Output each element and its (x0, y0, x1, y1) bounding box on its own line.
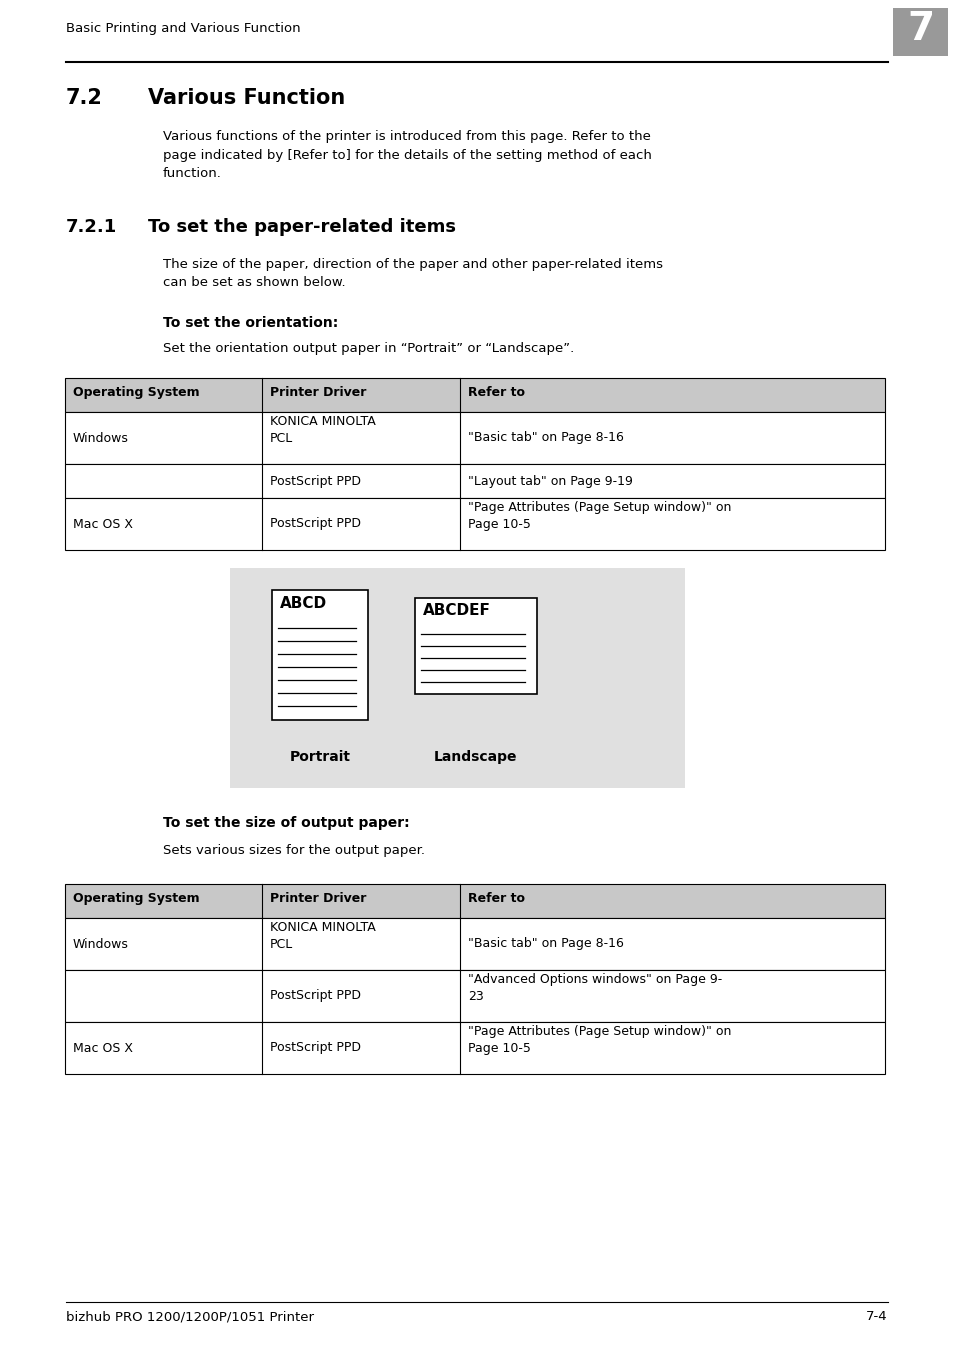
Text: To set the orientation:: To set the orientation: (163, 316, 338, 330)
Text: Windows: Windows (73, 431, 129, 445)
Text: PostScript PPD: PostScript PPD (270, 518, 360, 530)
Text: ABCDEF: ABCDEF (422, 603, 491, 618)
Text: "Layout tab" on Page 9-19: "Layout tab" on Page 9-19 (468, 475, 632, 488)
Text: KONICA MINOLTA
PCL: KONICA MINOLTA PCL (270, 415, 375, 445)
Text: To set the size of output paper:: To set the size of output paper: (163, 817, 409, 830)
Text: Mac OS X: Mac OS X (73, 1041, 132, 1055)
Bar (65, 1022, 884, 1073)
Text: PostScript PPD: PostScript PPD (270, 1041, 360, 1055)
Text: Basic Printing and Various Function: Basic Printing and Various Function (66, 22, 300, 35)
Text: ABCD: ABCD (280, 596, 327, 611)
Text: Operating System: Operating System (73, 892, 199, 904)
Text: 7.2: 7.2 (66, 88, 103, 108)
Bar (65, 884, 884, 918)
Text: Printer Driver: Printer Driver (270, 387, 366, 399)
Text: 7-4: 7-4 (865, 1310, 887, 1324)
Text: Set the orientation output paper in “Portrait” or “Landscape”.: Set the orientation output paper in “Por… (163, 342, 574, 356)
Text: "Advanced Options windows" on Page 9-
23: "Advanced Options windows" on Page 9- 23 (468, 972, 721, 1003)
Text: Printer Driver: Printer Driver (270, 892, 366, 904)
Bar (65, 464, 884, 498)
Bar (65, 969, 884, 1022)
Text: "Basic tab" on Page 8-16: "Basic tab" on Page 8-16 (468, 937, 623, 950)
Text: "Page Attributes (Page Setup window)" on
Page 10-5: "Page Attributes (Page Setup window)" on… (468, 500, 731, 531)
Text: Various functions of the printer is introduced from this page. Refer to the
page: Various functions of the printer is intr… (163, 130, 651, 180)
Text: Various Function: Various Function (148, 88, 345, 108)
Text: Mac OS X: Mac OS X (73, 518, 132, 530)
Bar (230, 568, 684, 788)
Text: bizhub PRO 1200/1200P/1051 Printer: bizhub PRO 1200/1200P/1051 Printer (66, 1310, 314, 1324)
Text: Windows: Windows (73, 937, 129, 950)
Text: Landscape: Landscape (434, 750, 517, 764)
Bar (65, 918, 884, 969)
Text: Portrait: Portrait (289, 750, 350, 764)
Text: "Basic tab" on Page 8-16: "Basic tab" on Page 8-16 (468, 431, 623, 445)
Text: KONICA MINOLTA
PCL: KONICA MINOLTA PCL (270, 921, 375, 952)
Text: PostScript PPD: PostScript PPD (270, 475, 360, 488)
Text: Sets various sizes for the output paper.: Sets various sizes for the output paper. (163, 844, 424, 857)
Text: Refer to: Refer to (468, 892, 524, 904)
Bar (65, 379, 884, 412)
Bar (65, 412, 884, 464)
Bar (892, 8, 947, 55)
Text: PostScript PPD: PostScript PPD (270, 990, 360, 1002)
Text: 7.2.1: 7.2.1 (66, 218, 117, 237)
Text: To set the paper-related items: To set the paper-related items (148, 218, 456, 237)
Bar (415, 598, 537, 694)
Text: The size of the paper, direction of the paper and other paper-related items
can : The size of the paper, direction of the … (163, 258, 662, 289)
Bar (272, 589, 368, 721)
Text: Operating System: Operating System (73, 387, 199, 399)
Bar (65, 498, 884, 550)
Text: "Page Attributes (Page Setup window)" on
Page 10-5: "Page Attributes (Page Setup window)" on… (468, 1025, 731, 1056)
Text: 7: 7 (906, 9, 933, 49)
Text: Refer to: Refer to (468, 387, 524, 399)
